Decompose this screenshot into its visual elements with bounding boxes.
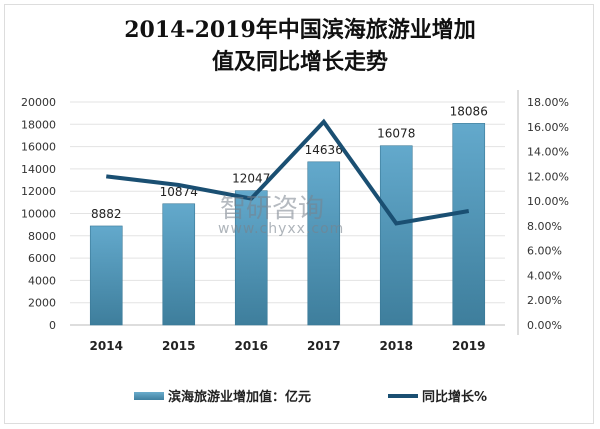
legend-label-bar: 滨海旅游业增加值：亿元 xyxy=(168,390,312,405)
bar xyxy=(452,123,486,326)
bar xyxy=(307,161,341,326)
y-left-tick: 8000 xyxy=(28,230,56,243)
x-tick: 2016 xyxy=(235,339,268,353)
watermark-logo: 智研咨询 xyxy=(220,194,325,224)
x-tick: 2017 xyxy=(307,339,340,353)
legend-swatch-bar xyxy=(134,391,164,400)
bar-data-label: 14636 xyxy=(305,143,343,157)
bar-data-label: 18086 xyxy=(450,104,488,118)
chart-frame xyxy=(4,4,594,424)
growth-line xyxy=(106,118,470,226)
y-right-tick: 2.00% xyxy=(527,294,562,307)
y-left-tick: 4000 xyxy=(28,274,56,287)
y-left-tick: 10000 xyxy=(21,208,56,221)
bar xyxy=(379,145,413,326)
bar-data-label: 8882 xyxy=(91,207,122,221)
y-right-tick: 18.00% xyxy=(527,96,569,109)
bar xyxy=(162,203,196,326)
y-left-tick: 16000 xyxy=(21,141,56,154)
y-left-tick: 0 xyxy=(49,319,56,332)
bar-data-label: 16078 xyxy=(377,127,415,141)
y-left-tick: 6000 xyxy=(28,252,56,265)
y-right-tick: 10.00% xyxy=(527,195,569,208)
y-left-tick: 14000 xyxy=(21,163,56,176)
legend-item-line: 同比增长% xyxy=(388,386,487,405)
legend-swatch-line xyxy=(388,393,418,398)
y-left-tick: 2000 xyxy=(28,297,56,310)
y-right-tick: 0.00% xyxy=(527,319,562,332)
x-tick: 2015 xyxy=(162,339,195,353)
y-right-tick: 8.00% xyxy=(527,220,562,233)
y-right-tick: 14.00% xyxy=(527,146,569,159)
y-left-tick: 18000 xyxy=(21,118,56,131)
bar xyxy=(234,190,268,326)
bar xyxy=(89,225,123,326)
watermark-url: www.chyxx.com xyxy=(218,221,345,237)
y-right-tick: 16.00% xyxy=(527,121,569,134)
legend-label-line: 同比增长% xyxy=(422,390,488,405)
chart-title: 2014-2019年中国滨海旅游业增加 值及同比增长走势 xyxy=(124,17,476,75)
x-tick: 2014 xyxy=(90,339,123,353)
bar-data-label: 12047 xyxy=(232,172,270,186)
y-left-tick: 12000 xyxy=(21,185,56,198)
y-right-tick: 6.00% xyxy=(527,245,562,258)
y-left-tick: 20000 xyxy=(21,96,56,109)
y-right-tick: 4.00% xyxy=(527,269,562,282)
y-right-tick: 12.00% xyxy=(527,170,569,183)
x-tick: 2018 xyxy=(380,339,413,353)
x-tick: 2019 xyxy=(452,339,485,353)
legend-item-bar: 滨海旅游业增加值：亿元 xyxy=(134,386,311,405)
